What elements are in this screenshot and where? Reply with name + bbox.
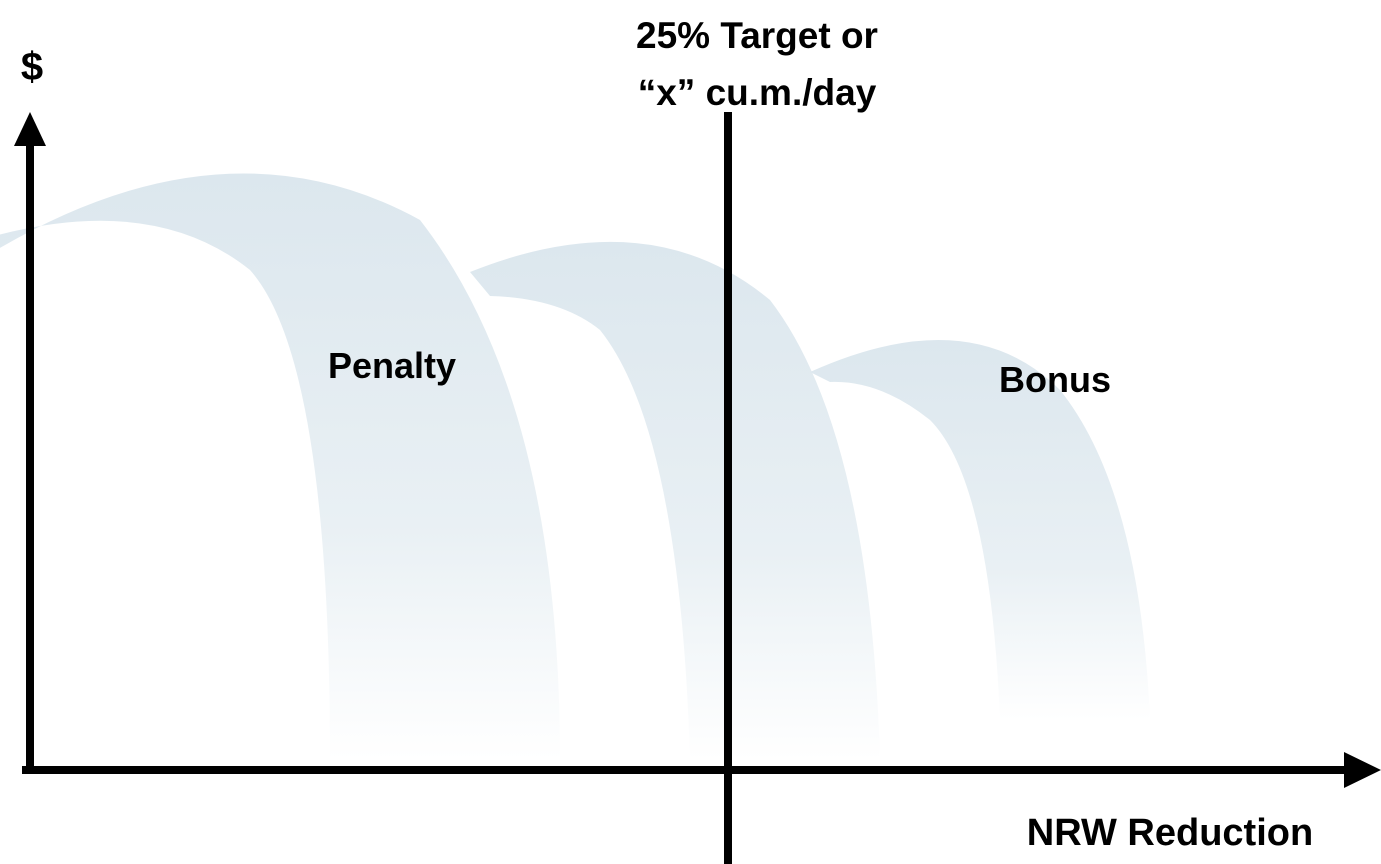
target-label: 25% Target or [636,15,878,56]
x-axis-label: NRW Reduction [1027,812,1313,854]
y-axis-arrow [14,112,46,146]
arch [0,173,560,760]
x-axis-arrow [1344,752,1381,788]
diagram: $ 25% Target or “x” cu.m./day Penalty Bo… [0,0,1381,864]
region-label: Penalty [328,345,456,386]
background-arches [0,173,1150,760]
y-axis-label: $ [21,45,43,89]
region-label: Bonus [999,359,1111,400]
target-label: “x” cu.m./day [638,72,877,113]
